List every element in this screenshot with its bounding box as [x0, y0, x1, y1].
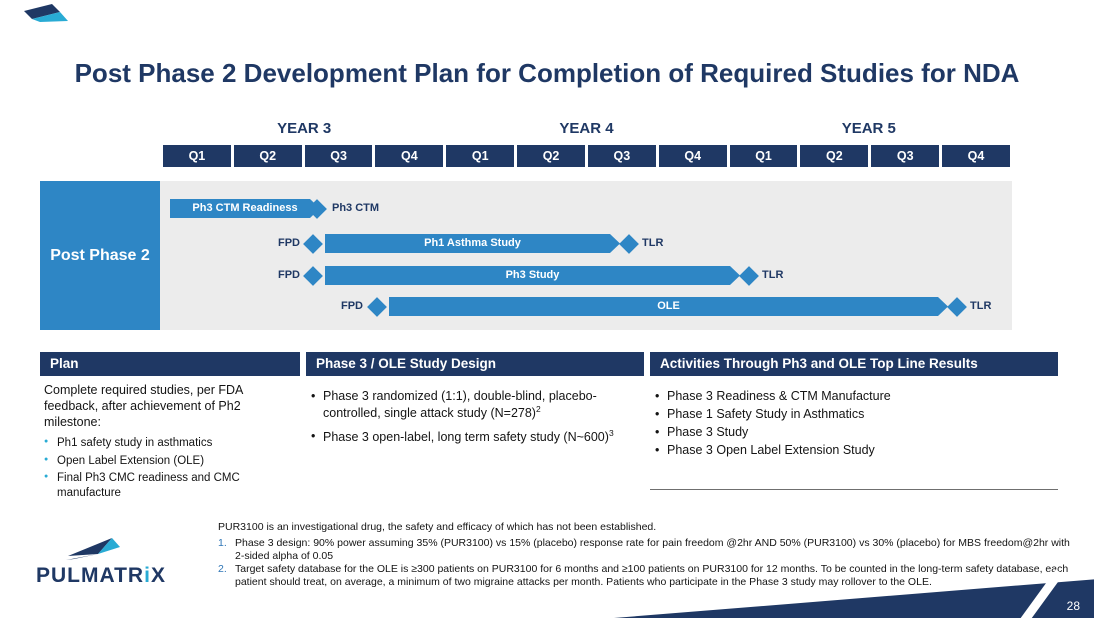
- activities-bullet: Phase 3 Open Label Extension Study: [654, 442, 1054, 458]
- gantt-row-ph3-study: FPD Ph3 Study TLR: [160, 265, 1012, 286]
- gantt-bar-ph3-ctm-readiness: Ph3 CTM Readiness: [170, 199, 320, 218]
- quarter-cell: Q3: [304, 145, 373, 167]
- footnote-number: 1.: [218, 537, 227, 549]
- activities-bullet: Phase 3 Readiness & CTM Manufacture: [654, 388, 1054, 404]
- plan-intro: Complete required studies, per FDA feedb…: [44, 383, 243, 429]
- milestone-label-ph3-ctm: Ph3 CTM: [332, 202, 380, 214]
- design-bullet: Phase 3 randomized (1:1), double-blind, …: [310, 388, 640, 421]
- plan-bullet-list: Ph1 safety study in asthmatics Open Labe…: [44, 436, 300, 501]
- page-number: 28: [1066, 599, 1080, 613]
- company-logo: PULMATRiX: [36, 538, 211, 588]
- logo-text-part: PULMATR: [36, 564, 145, 587]
- milestone-label-tlr: TLR: [642, 237, 664, 249]
- milestone-label-fpd: FPD: [278, 237, 300, 249]
- plan-bullet: Final Ph3 CMC readiness and CMC manufact…: [44, 471, 300, 500]
- activities-bullet: Phase 1 Safety Study in Asthmatics: [654, 406, 1054, 422]
- disclaimer-text: PUR3100 is an investigational drug, the …: [218, 521, 657, 533]
- milestone-diamond-tlr: [739, 265, 759, 286]
- milestone-label-fpd: FPD: [278, 269, 300, 281]
- quarter-cell: Q1: [729, 145, 798, 167]
- footnote-ref: 3: [608, 428, 614, 439]
- milestone-diamond-fpd: [367, 296, 387, 317]
- quarter-cell: Q4: [658, 145, 727, 167]
- footnote-text: Target safety database for the OLE is ≥3…: [235, 563, 1069, 588]
- gantt-bar-ph1-asthma-study: Ph1 Asthma Study: [325, 234, 620, 253]
- post-phase2-label: Post Phase 2: [40, 181, 160, 330]
- quarter-cell: Q4: [942, 145, 1010, 167]
- panel-header-activities: Activities Through Ph3 and OLE Top Line …: [650, 352, 1058, 376]
- milestone-diamond-fpd: [303, 233, 323, 254]
- design-bullet-list: Phase 3 randomized (1:1), double-blind, …: [310, 388, 640, 445]
- panel-header-design: Phase 3 / OLE Study Design: [306, 352, 644, 376]
- quarter-cell: Q4: [375, 145, 444, 167]
- milestone-label-tlr: TLR: [762, 269, 784, 281]
- quarter-cell: Q1: [446, 145, 515, 167]
- quarter-header-row: Q1 Q2 Q3 Q4 Q1 Q2 Q3 Q4 Q1 Q2 Q3 Q4: [163, 145, 1010, 167]
- quarter-cell: Q1: [163, 145, 231, 167]
- gantt-row-ole: FPD OLE TLR: [160, 296, 1012, 317]
- design-bullet: Phase 3 open-label, long term safety stu…: [310, 428, 640, 445]
- footnote-1: 1. Phase 3 design: 90% power assuming 35…: [218, 537, 1070, 563]
- panel-header-plan: Plan: [40, 352, 300, 376]
- quarter-cell: Q2: [517, 145, 585, 167]
- gantt-row-ph1-asthma: FPD Ph1 Asthma Study TLR: [160, 233, 1012, 254]
- design-bullet-text: Phase 3 randomized (1:1), double-blind, …: [323, 389, 597, 421]
- milestone-label-fpd: FPD: [341, 300, 363, 312]
- milestone-label-tlr: TLR: [970, 300, 992, 312]
- year-header-row: YEAR 3 YEAR 4 YEAR 5: [163, 120, 1010, 137]
- plan-bullet: Ph1 safety study in asthmatics: [44, 436, 300, 451]
- logo-flag-icon: [66, 538, 120, 560]
- panel-body-activities: Phase 3 Readiness & CTM Manufacture Phas…: [654, 382, 1054, 460]
- milestone-diamond-tlr: [947, 296, 967, 317]
- quarter-cell: Q3: [871, 145, 940, 167]
- logo-text-part: X: [150, 564, 166, 587]
- gantt-row-ctm-readiness: Ph3 CTM Readiness Ph3 CTM: [160, 198, 1012, 219]
- panel-body-plan: Complete required studies, per FDA feedb…: [44, 382, 300, 504]
- slide-title: Post Phase 2 Development Plan for Comple…: [74, 58, 1020, 88]
- footnote-2: 2. Target safety database for the OLE is…: [218, 563, 1070, 589]
- milestone-diamond-fpd: [303, 265, 323, 286]
- year-label-3: YEAR 3: [277, 120, 332, 137]
- gantt-area: Ph3 CTM Readiness Ph3 CTM FPD Ph1 Asthma…: [160, 181, 1012, 330]
- year-label-5: YEAR 5: [841, 120, 896, 137]
- footnote-number: 2.: [218, 563, 227, 575]
- design-bullet-text: Phase 3 open-label, long term safety stu…: [323, 430, 609, 445]
- quarter-cell: Q2: [800, 145, 869, 167]
- milestone-diamond-tlr: [619, 233, 639, 254]
- quarter-cell: Q2: [233, 145, 302, 167]
- logo-text: PULMATRiX: [36, 564, 211, 588]
- footnote-ref: 2: [535, 404, 541, 414]
- logo-text-part: i: [144, 564, 151, 587]
- panel-body-design: Phase 3 randomized (1:1), double-blind, …: [310, 382, 640, 452]
- activities-bullet-list: Phase 3 Readiness & CTM Manufacture Phas…: [654, 388, 1054, 458]
- gantt-bar-ole: OLE: [389, 297, 948, 316]
- gantt-bar-ph3-study: Ph3 Study: [325, 266, 740, 285]
- activities-bullet: Phase 3 Study: [654, 424, 1054, 440]
- activities-underline: [650, 489, 1058, 490]
- corner-accent-icon: [24, 4, 68, 27]
- year-label-4: YEAR 4: [559, 120, 614, 137]
- quarter-cell: Q3: [587, 145, 656, 167]
- footnote-text: Phase 3 design: 90% power assuming 35% (…: [235, 537, 1070, 562]
- plan-bullet: Open Label Extension (OLE): [44, 454, 300, 469]
